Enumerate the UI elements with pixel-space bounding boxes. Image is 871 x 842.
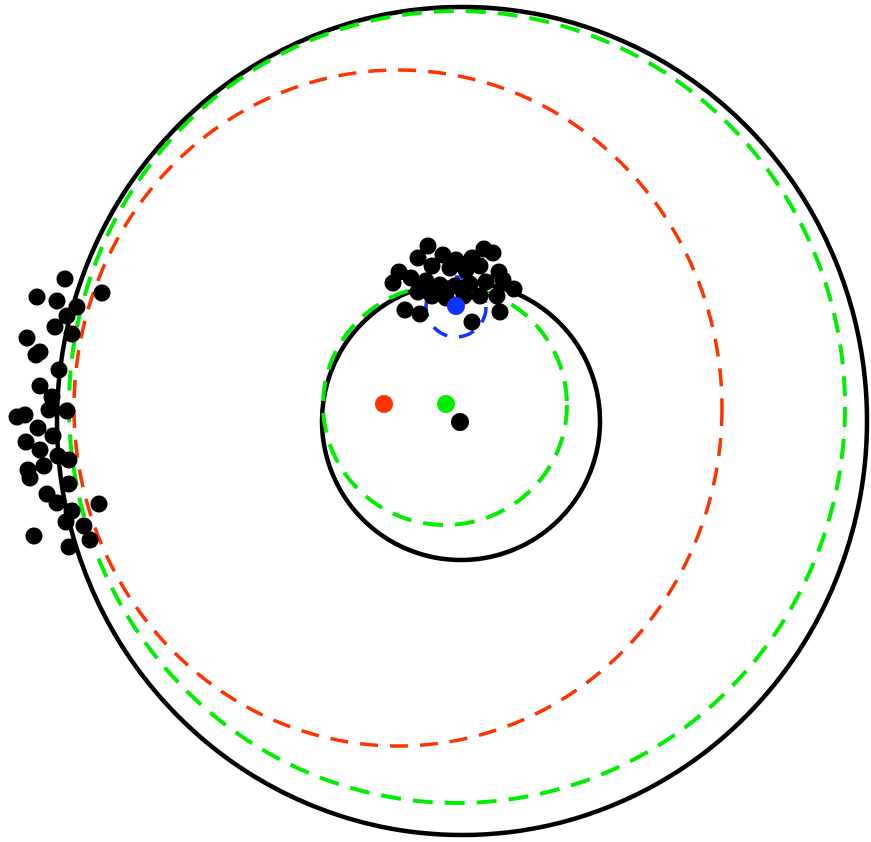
data-point <box>40 401 58 419</box>
center-markers <box>375 297 469 431</box>
black-center-dot <box>451 413 469 431</box>
data-point <box>44 427 62 445</box>
data-point <box>27 346 45 364</box>
data-point <box>411 305 429 323</box>
data-point <box>58 402 76 420</box>
data-point <box>31 441 49 459</box>
blue-dashed-circle <box>424 275 488 339</box>
data-point <box>471 287 489 305</box>
red-center-dot <box>375 395 393 413</box>
data-point <box>457 261 475 279</box>
data-point <box>28 288 46 306</box>
data-point <box>471 257 489 275</box>
outer-green-dashed-circle <box>67 9 847 805</box>
data-point <box>434 246 452 264</box>
inner-green-dashed-circle <box>321 283 569 527</box>
data-point <box>43 388 61 406</box>
top-point-cluster <box>384 237 523 331</box>
data-point <box>402 269 420 287</box>
data-point <box>48 494 66 512</box>
data-point <box>56 270 74 288</box>
data-point <box>93 284 111 302</box>
data-point <box>396 301 414 319</box>
data-point <box>90 495 108 513</box>
data-point <box>19 461 37 479</box>
data-point <box>409 249 427 267</box>
data-point <box>60 538 78 556</box>
green-center-dot <box>437 395 455 413</box>
data-point <box>463 313 481 331</box>
data-point <box>423 257 441 275</box>
data-point <box>441 259 459 277</box>
data-point <box>419 237 437 255</box>
data-point <box>57 513 75 531</box>
data-point <box>58 307 76 325</box>
data-point <box>484 244 502 262</box>
data-point <box>35 457 53 475</box>
data-point <box>17 433 35 451</box>
data-point <box>60 451 78 469</box>
data-point <box>488 287 506 305</box>
data-point <box>477 273 495 291</box>
data-point <box>409 283 427 301</box>
data-point <box>505 280 523 298</box>
data-point <box>50 361 68 379</box>
data-point <box>31 377 49 395</box>
data-point <box>48 292 66 310</box>
blue-center-dot <box>447 297 465 315</box>
data-point <box>16 406 34 424</box>
data-point <box>81 531 99 549</box>
data-point <box>384 274 402 292</box>
data-point <box>18 329 36 347</box>
data-point <box>29 419 47 437</box>
left-point-cluster <box>8 270 111 556</box>
data-point <box>63 325 81 343</box>
red-dashed-circle <box>72 68 724 748</box>
data-point <box>75 517 93 535</box>
outlines-layer <box>54 4 870 838</box>
outer-black-circle <box>54 4 870 838</box>
data-point <box>60 475 78 493</box>
data-point <box>25 527 43 545</box>
data-point <box>46 318 64 336</box>
data-point <box>491 303 509 321</box>
data-point <box>423 287 441 305</box>
